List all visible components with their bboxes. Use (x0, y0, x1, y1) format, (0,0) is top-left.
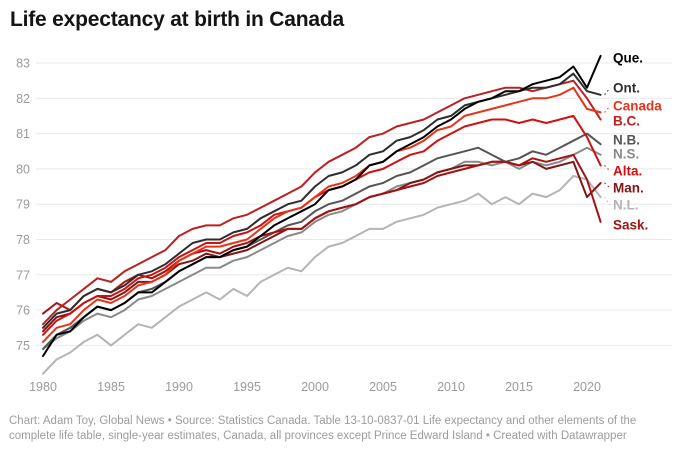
series-label-alberta: Alta. (613, 164, 642, 179)
series-label-new-brunswick: N.B. (613, 133, 640, 148)
series-label-quebec: Que. (613, 51, 643, 66)
x-tick-label-1990: 1990 (165, 380, 193, 394)
line-nova-scotia (42, 146, 602, 350)
y-tick-label-81: 81 (16, 127, 30, 141)
label-leader-canada (604, 105, 611, 113)
line-british-columbia (42, 79, 602, 326)
chart-title: Life expectancy at birth in Canada (10, 8, 344, 31)
y-tick-label-76: 76 (16, 304, 30, 318)
y-tick-label-75: 75 (16, 339, 30, 353)
series-label-manitoba: Man. (613, 181, 644, 196)
series-label-nova-scotia: N.S. (613, 147, 639, 162)
series-label-british-columbia: B.C. (613, 114, 640, 129)
x-tick-label-2015: 2015 (505, 380, 533, 394)
y-tick-label-79: 79 (16, 198, 30, 212)
x-tick-label-2020: 2020 (573, 380, 601, 394)
line-newfoundland-labrador (42, 175, 602, 375)
line-quebec (42, 54, 602, 357)
chart-footer-attribution: Chart: Adam Toy, Global News • Source: S… (9, 415, 637, 442)
y-tick-label-80: 80 (16, 162, 30, 176)
line-ontario (42, 72, 602, 329)
series-label-ontario: Ont. (613, 81, 640, 96)
x-tick-label-1980: 1980 (29, 380, 57, 394)
x-tick-label-2005: 2005 (369, 380, 397, 394)
line-alberta (42, 114, 602, 336)
line-manitoba (42, 160, 602, 333)
x-tick-label-2010: 2010 (437, 380, 465, 394)
y-tick-label-83: 83 (16, 57, 30, 71)
label-leader-alberta (604, 165, 611, 172)
y-tick-label-77: 77 (16, 268, 30, 282)
label-leader-newfoundland-labrador (604, 196, 611, 206)
x-tick-label-1995: 1995 (233, 380, 261, 394)
label-leader-manitoba (604, 182, 611, 189)
label-leader-ontario (604, 87, 611, 96)
series-label-saskatchewan: Sask. (613, 218, 648, 233)
x-tick-label-1985: 1985 (97, 380, 125, 394)
y-tick-label-78: 78 (16, 233, 30, 247)
series-label-newfoundland-labrador: N.L. (613, 198, 639, 213)
series-label-canada: Canada (613, 99, 662, 114)
line-canada (42, 86, 602, 343)
y-tick-label-82: 82 (16, 92, 30, 106)
x-tick-label-2000: 2000 (301, 380, 329, 394)
